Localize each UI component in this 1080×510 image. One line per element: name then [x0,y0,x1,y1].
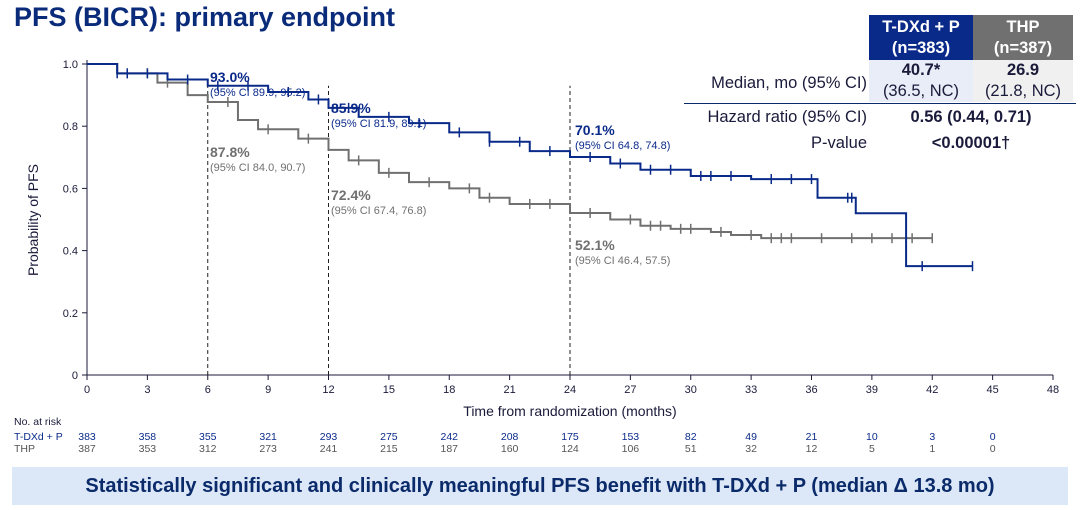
landmark-ci: (95% CI 84.0, 90.7) [210,162,305,174]
x-tick-label: 15 [383,384,395,396]
y-tick-label: 0 [72,370,78,382]
x-tick-label: 42 [926,384,938,396]
landmark-value: 85.9% [331,100,371,116]
risk-count: 1 [929,443,936,455]
y-tick-label: 0.8 [63,121,78,133]
risk-count: 383 [78,431,96,443]
landmark-ci: (95% CI 64.8, 74.8) [575,140,670,152]
landmark-value: 70.1% [575,122,615,138]
risk-count: 106 [621,443,640,455]
risk-label: No. at risk [14,416,62,428]
x-tick-label: 33 [745,384,757,396]
risk-count: 124 [561,443,579,455]
landmark-ci: (95% CI 46.4, 57.5) [575,255,670,267]
risk-count: 387 [78,443,96,455]
risk-count: 242 [440,431,459,443]
landmark-ci: (95% CI 81.9, 89.1) [331,118,426,130]
y-tick-label: 0.6 [63,183,78,195]
km-chart: 0 3 6 9 12 15 18 21 24 27 30 33 36 39 42 45 4800.20.40.6… [25,59,1059,419]
risk-count: 12 [805,443,818,455]
risk-count: 275 [380,431,398,443]
x-tick-label: 0 [84,384,90,396]
median-thp: 26.9 [1006,61,1040,79]
risk-count: 293 [319,431,338,443]
x-tick-label: 24 [564,384,576,396]
col1-n: (n=383) [891,39,951,57]
col2-n: (n=387) [993,39,1053,57]
landmark-value: 87.8% [210,144,250,160]
header-tdxd: T-DXd + P (n=383) [869,15,973,60]
risk-count: 0 [989,443,996,455]
header-thp: THP (n=387) [973,15,1073,60]
risk-count: 82 [684,431,697,443]
x-tick-label: 6 [205,384,211,396]
landmark-ci: (95% CI 67.4, 76.8) [331,205,426,217]
risk-count: 3 [929,431,936,443]
page-title: PFS (BICR): primary endpoint [14,2,396,32]
risk-count: 355 [198,431,217,443]
risk-count: 160 [500,443,519,455]
median-label: Median, mo (95% CI) [711,74,867,92]
median-thp-ci: (21.8, NC) [984,82,1062,100]
x-axis-label: Time from randomization (months) [463,403,676,419]
y-tick-label: 0.4 [63,246,78,258]
x-tick-label: 30 [685,384,697,396]
p-value: <0.00001† [931,134,1011,152]
risk-count: 21 [805,431,818,443]
risk-count: 312 [198,443,217,455]
x-tick-label: 21 [504,384,516,396]
landmark-value: 72.4% [331,187,371,203]
x-tick-label: 18 [443,384,455,396]
y-tick-label: 1.0 [63,59,78,71]
risk-count: 241 [319,443,338,455]
risk-count: 358 [138,431,157,443]
risk-count: 153 [621,431,640,443]
y-tick-label: 0.2 [63,308,78,320]
risk-row-label: THP [14,443,35,455]
risk-count: 10 [866,431,878,443]
x-tick-label: 12 [322,384,334,396]
x-tick-label: 9 [265,384,271,396]
risk-count: 5 [868,443,875,455]
risk-count: 353 [138,443,157,455]
risk-row-label: T-DXd + P [14,431,63,443]
risk-count: 51 [684,443,697,455]
landmark-value: 93.0% [210,69,250,85]
risk-count: 49 [745,431,757,443]
p-label: P-value [811,134,867,152]
risk-count: 175 [561,431,579,443]
landmark-ci: (95% CI 89.9, 95.2) [210,87,305,99]
y-axis-label: Probability of PFS [25,164,41,276]
x-tick-label: 39 [866,384,878,396]
risk-count: 208 [500,431,519,443]
landmark-value: 52.1% [575,237,615,253]
risk-count: 321 [259,431,277,443]
x-tick-label: 45 [987,384,999,396]
median-tdxd-ci: (36.5, NC) [882,82,960,100]
km-curve-thp [87,63,933,240]
risk-count: 215 [380,443,398,455]
x-tick-label: 48 [1047,384,1059,396]
hr-label: Hazard ratio (95% CI) [707,108,867,126]
x-tick-label: 36 [805,384,817,396]
x-tick-label: 27 [624,384,636,396]
risk-count: 273 [259,443,277,455]
col1-label: T-DXd + P [882,18,960,36]
hr-value: 0.56 (0.44, 0.71) [910,108,1032,126]
col2-label: THP [1006,18,1040,36]
x-tick-label: 3 [144,384,150,396]
conclusion-banner: Statistically significant and clinically… [12,467,1068,505]
risk-count: 32 [745,443,757,455]
median-tdxd: 40.7* [901,61,941,79]
risk-count: 187 [440,443,459,455]
risk-count: 0 [989,431,996,443]
